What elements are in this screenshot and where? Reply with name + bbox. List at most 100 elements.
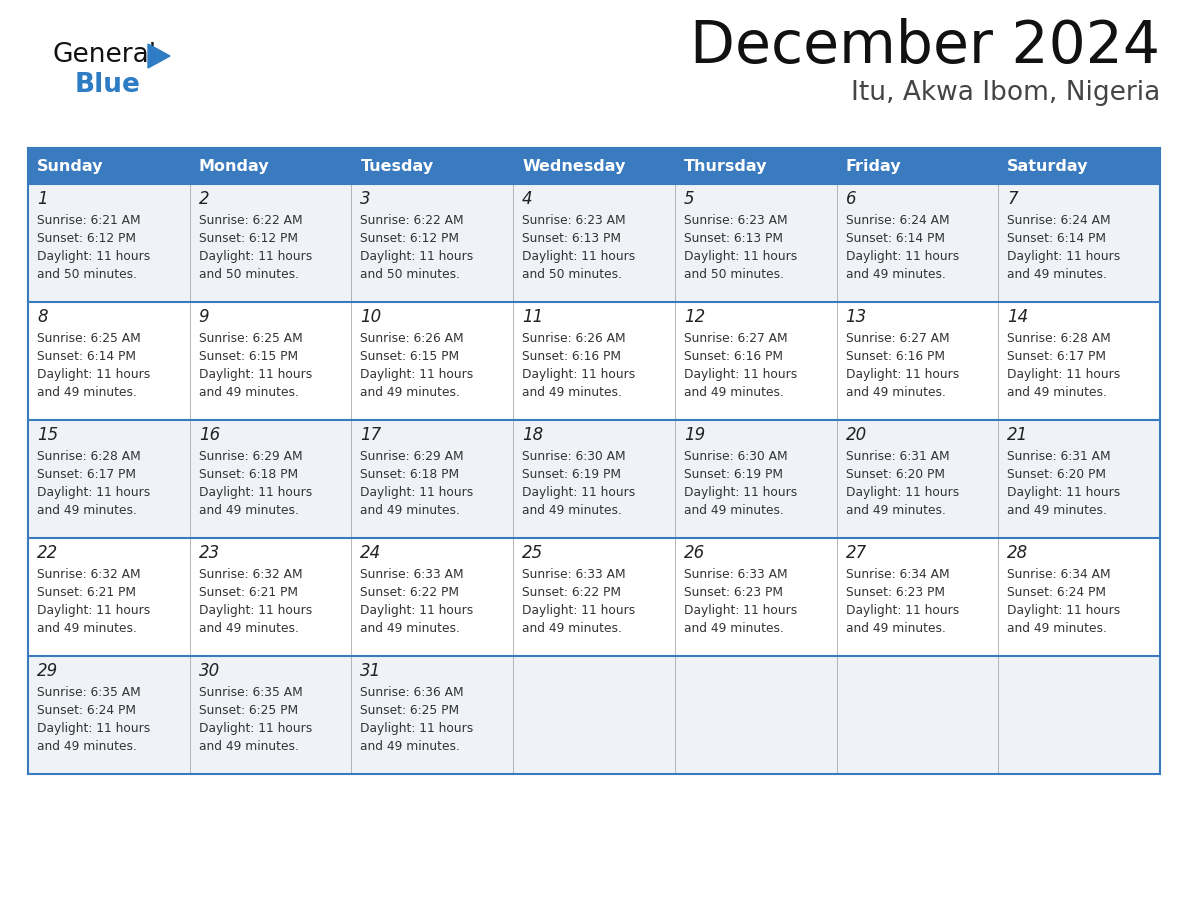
Text: 1: 1	[37, 190, 48, 208]
Text: and 49 minutes.: and 49 minutes.	[1007, 504, 1107, 517]
Text: and 49 minutes.: and 49 minutes.	[37, 740, 137, 753]
Text: Sunset: 6:16 PM: Sunset: 6:16 PM	[846, 350, 944, 363]
Text: and 49 minutes.: and 49 minutes.	[846, 504, 946, 517]
Text: 10: 10	[360, 308, 381, 326]
Text: Daylight: 11 hours: Daylight: 11 hours	[198, 250, 312, 263]
Text: Sunrise: 6:27 AM: Sunrise: 6:27 AM	[846, 332, 949, 345]
Text: Daylight: 11 hours: Daylight: 11 hours	[846, 486, 959, 499]
Text: 20: 20	[846, 426, 867, 444]
Text: Sunset: 6:23 PM: Sunset: 6:23 PM	[684, 586, 783, 599]
Text: Sunset: 6:12 PM: Sunset: 6:12 PM	[360, 232, 460, 245]
Text: Daylight: 11 hours: Daylight: 11 hours	[37, 722, 150, 735]
Text: Daylight: 11 hours: Daylight: 11 hours	[198, 368, 312, 381]
Text: 25: 25	[523, 544, 543, 562]
Text: 14: 14	[1007, 308, 1029, 326]
Text: 5: 5	[684, 190, 695, 208]
Text: and 49 minutes.: and 49 minutes.	[846, 386, 946, 399]
Text: and 49 minutes.: and 49 minutes.	[523, 504, 623, 517]
Text: Wednesday: Wednesday	[523, 159, 626, 174]
Text: Sunrise: 6:23 AM: Sunrise: 6:23 AM	[523, 214, 626, 227]
Text: Sunset: 6:20 PM: Sunset: 6:20 PM	[846, 468, 944, 481]
Text: and 49 minutes.: and 49 minutes.	[37, 622, 137, 635]
Text: and 49 minutes.: and 49 minutes.	[198, 386, 298, 399]
Text: 15: 15	[37, 426, 58, 444]
Text: and 49 minutes.: and 49 minutes.	[523, 386, 623, 399]
Text: Daylight: 11 hours: Daylight: 11 hours	[523, 604, 636, 617]
Text: Sunset: 6:22 PM: Sunset: 6:22 PM	[360, 586, 460, 599]
Text: General: General	[52, 42, 156, 68]
Text: Daylight: 11 hours: Daylight: 11 hours	[846, 368, 959, 381]
Text: Daylight: 11 hours: Daylight: 11 hours	[37, 604, 150, 617]
Text: and 50 minutes.: and 50 minutes.	[198, 268, 298, 281]
Text: Sunrise: 6:35 AM: Sunrise: 6:35 AM	[37, 686, 140, 699]
Text: Daylight: 11 hours: Daylight: 11 hours	[684, 486, 797, 499]
Text: and 50 minutes.: and 50 minutes.	[523, 268, 623, 281]
Text: Daylight: 11 hours: Daylight: 11 hours	[360, 722, 474, 735]
Text: Sunrise: 6:33 AM: Sunrise: 6:33 AM	[684, 568, 788, 581]
Text: Sunset: 6:21 PM: Sunset: 6:21 PM	[37, 586, 135, 599]
Text: Sunrise: 6:22 AM: Sunrise: 6:22 AM	[360, 214, 465, 227]
Text: and 49 minutes.: and 49 minutes.	[684, 622, 784, 635]
Text: and 49 minutes.: and 49 minutes.	[684, 504, 784, 517]
Text: Daylight: 11 hours: Daylight: 11 hours	[846, 604, 959, 617]
Text: Sunrise: 6:28 AM: Sunrise: 6:28 AM	[37, 450, 140, 463]
Text: 17: 17	[360, 426, 381, 444]
Text: and 49 minutes.: and 49 minutes.	[360, 622, 460, 635]
Text: 2: 2	[198, 190, 209, 208]
Text: Daylight: 11 hours: Daylight: 11 hours	[1007, 486, 1120, 499]
Text: Sunset: 6:17 PM: Sunset: 6:17 PM	[1007, 350, 1106, 363]
Text: and 49 minutes.: and 49 minutes.	[846, 622, 946, 635]
Bar	[29, 184, 1159, 302]
Text: 30: 30	[198, 662, 220, 680]
Text: Sunrise: 6:25 AM: Sunrise: 6:25 AM	[37, 332, 140, 345]
Text: Sunset: 6:14 PM: Sunset: 6:14 PM	[846, 232, 944, 245]
Text: and 49 minutes.: and 49 minutes.	[523, 622, 623, 635]
Text: 26: 26	[684, 544, 706, 562]
Text: December 2024: December 2024	[690, 18, 1159, 75]
Text: Daylight: 11 hours: Daylight: 11 hours	[360, 368, 474, 381]
Text: Sunset: 6:20 PM: Sunset: 6:20 PM	[1007, 468, 1106, 481]
Text: 3: 3	[360, 190, 371, 208]
Text: and 49 minutes.: and 49 minutes.	[846, 268, 946, 281]
Text: Daylight: 11 hours: Daylight: 11 hours	[1007, 250, 1120, 263]
Text: Daylight: 11 hours: Daylight: 11 hours	[37, 250, 150, 263]
Text: Daylight: 11 hours: Daylight: 11 hours	[198, 722, 312, 735]
Text: Sunrise: 6:32 AM: Sunrise: 6:32 AM	[198, 568, 302, 581]
Text: 16: 16	[198, 426, 220, 444]
Text: Daylight: 11 hours: Daylight: 11 hours	[684, 250, 797, 263]
Text: Daylight: 11 hours: Daylight: 11 hours	[523, 250, 636, 263]
Text: Sunrise: 6:24 AM: Sunrise: 6:24 AM	[1007, 214, 1111, 227]
Text: Sunset: 6:13 PM: Sunset: 6:13 PM	[684, 232, 783, 245]
Text: Sunset: 6:23 PM: Sunset: 6:23 PM	[846, 586, 944, 599]
Text: Sunrise: 6:26 AM: Sunrise: 6:26 AM	[523, 332, 626, 345]
Text: Sunset: 6:13 PM: Sunset: 6:13 PM	[523, 232, 621, 245]
Text: Sunset: 6:25 PM: Sunset: 6:25 PM	[198, 704, 298, 717]
Bar	[29, 302, 1159, 420]
Text: Sunrise: 6:26 AM: Sunrise: 6:26 AM	[360, 332, 465, 345]
Text: 13: 13	[846, 308, 867, 326]
Text: Daylight: 11 hours: Daylight: 11 hours	[846, 250, 959, 263]
Text: Sunrise: 6:23 AM: Sunrise: 6:23 AM	[684, 214, 788, 227]
Text: Sunset: 6:12 PM: Sunset: 6:12 PM	[198, 232, 298, 245]
Text: Sunset: 6:24 PM: Sunset: 6:24 PM	[1007, 586, 1106, 599]
Text: 21: 21	[1007, 426, 1029, 444]
Text: Sunrise: 6:33 AM: Sunrise: 6:33 AM	[523, 568, 626, 581]
Text: 23: 23	[198, 544, 220, 562]
Text: 11: 11	[523, 308, 543, 326]
Text: 24: 24	[360, 544, 381, 562]
Text: Daylight: 11 hours: Daylight: 11 hours	[360, 604, 474, 617]
Text: Sunrise: 6:32 AM: Sunrise: 6:32 AM	[37, 568, 140, 581]
Text: Daylight: 11 hours: Daylight: 11 hours	[1007, 368, 1120, 381]
Text: Sunset: 6:17 PM: Sunset: 6:17 PM	[37, 468, 135, 481]
Text: and 49 minutes.: and 49 minutes.	[360, 386, 460, 399]
Text: Daylight: 11 hours: Daylight: 11 hours	[37, 486, 150, 499]
Text: and 49 minutes.: and 49 minutes.	[1007, 386, 1107, 399]
Text: Sunset: 6:14 PM: Sunset: 6:14 PM	[37, 350, 135, 363]
Text: and 49 minutes.: and 49 minutes.	[360, 740, 460, 753]
Text: Sunset: 6:16 PM: Sunset: 6:16 PM	[523, 350, 621, 363]
Text: Daylight: 11 hours: Daylight: 11 hours	[1007, 604, 1120, 617]
Text: Itu, Akwa Ibom, Nigeria: Itu, Akwa Ibom, Nigeria	[851, 80, 1159, 106]
Text: Sunset: 6:22 PM: Sunset: 6:22 PM	[523, 586, 621, 599]
Text: Sunset: 6:12 PM: Sunset: 6:12 PM	[37, 232, 135, 245]
Text: Sunrise: 6:22 AM: Sunrise: 6:22 AM	[198, 214, 302, 227]
